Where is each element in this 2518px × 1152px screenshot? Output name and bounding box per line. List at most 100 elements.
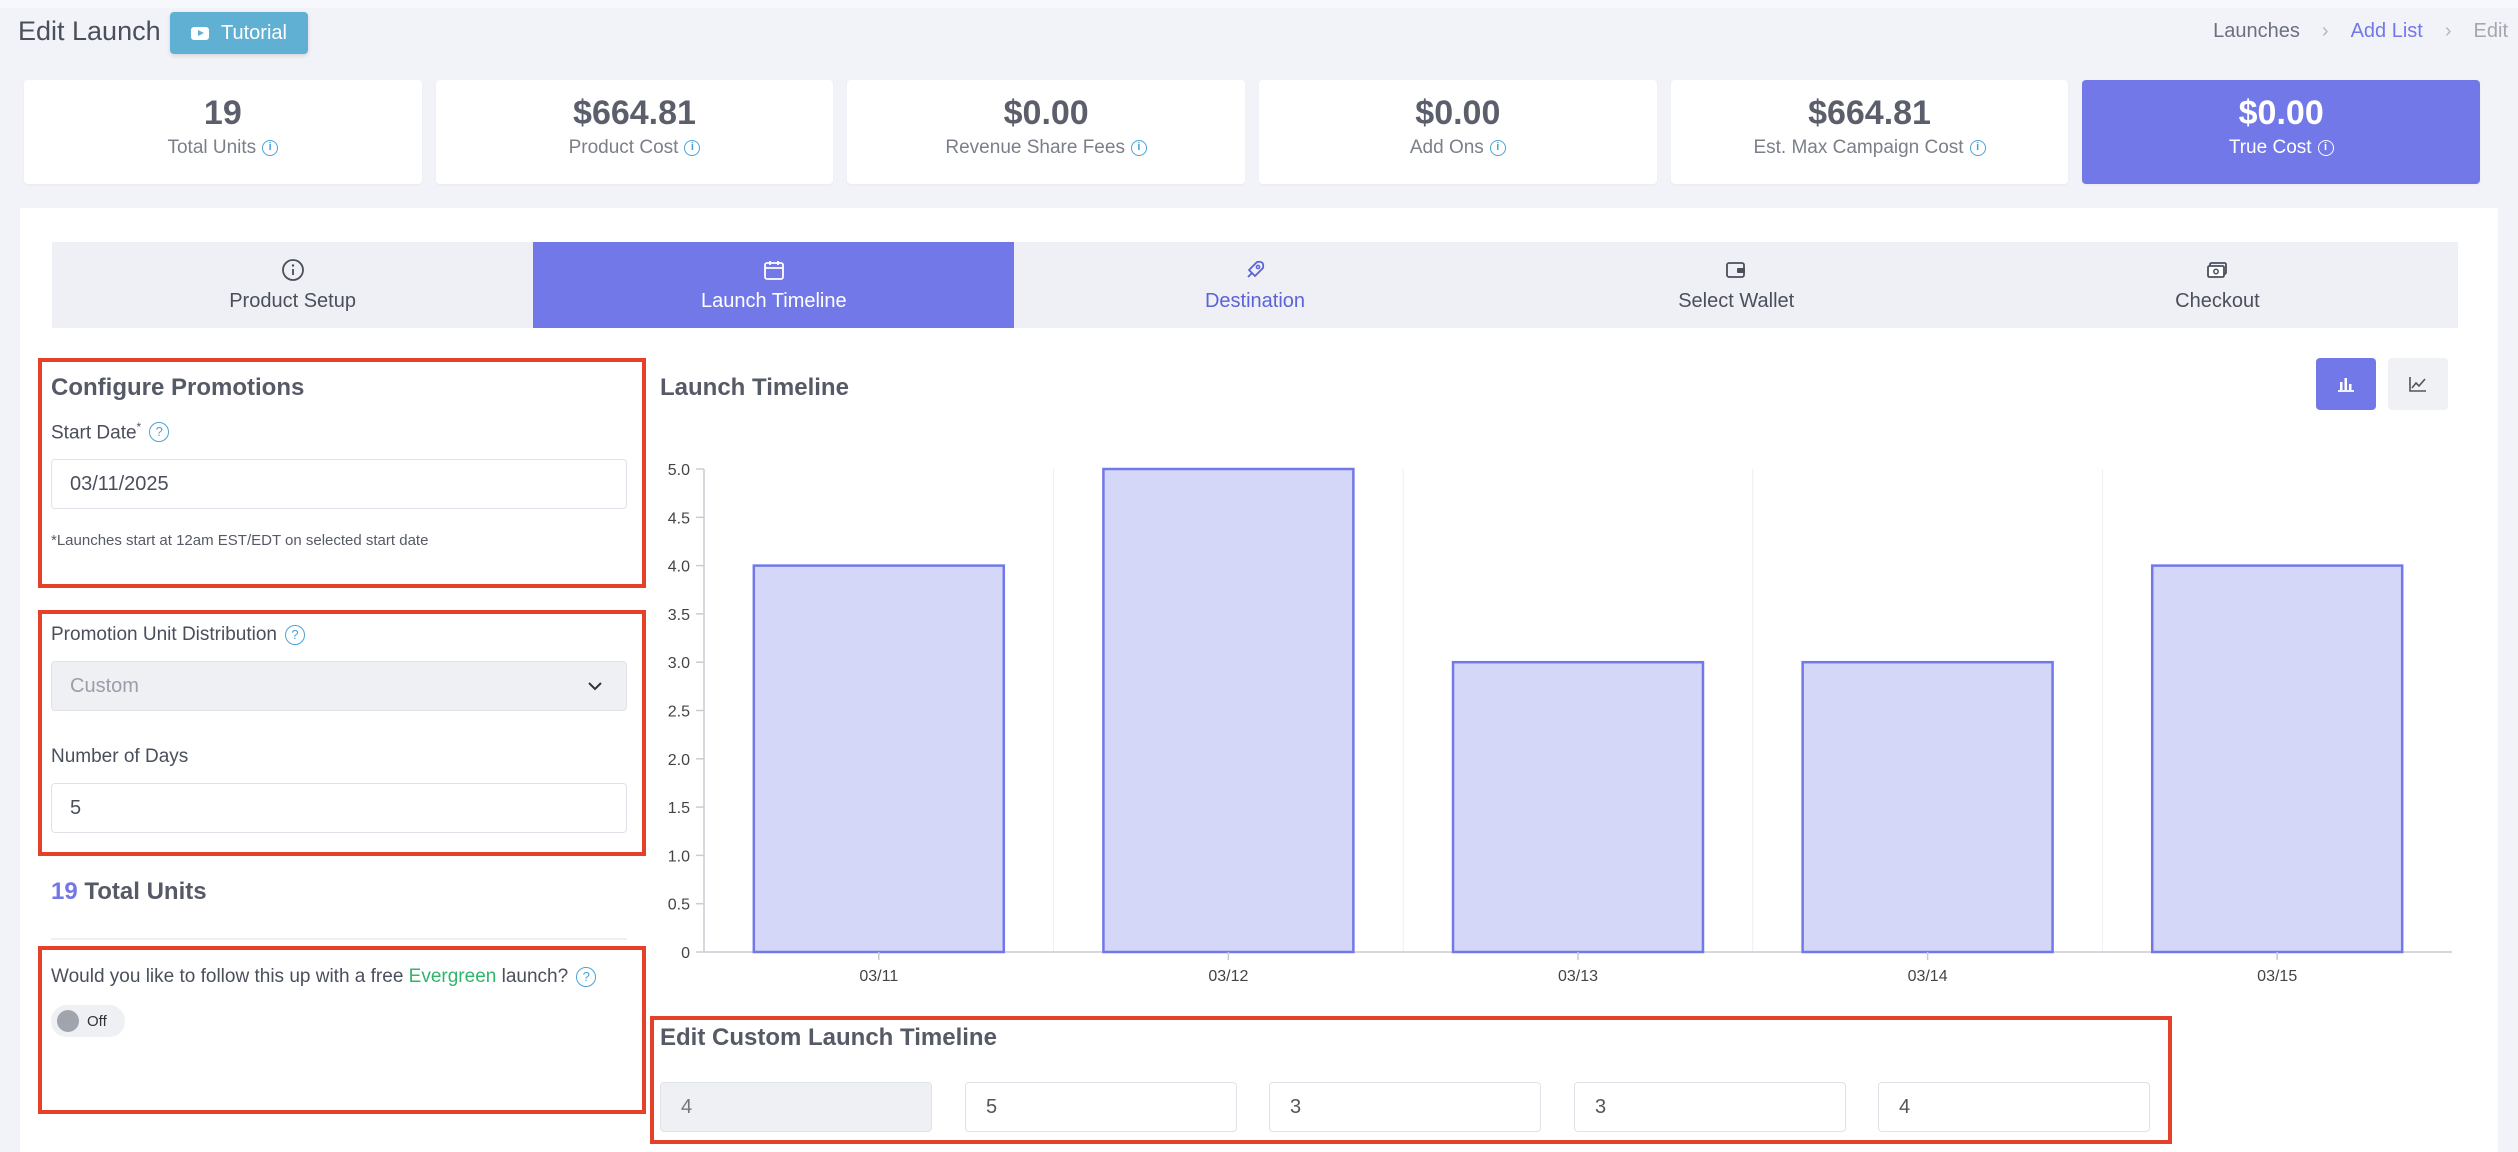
distribution-selected: Custom bbox=[70, 674, 139, 697]
edit-timeline-panel bbox=[650, 1016, 2172, 1144]
stat-label: Total Units bbox=[167, 137, 257, 158]
breadcrumb: Launches › Add List › Edit bbox=[2213, 20, 2508, 43]
y-tick-label: 4.0 bbox=[668, 559, 690, 576]
y-tick-label: 2.5 bbox=[668, 704, 690, 721]
stat-label: Revenue Share Fees bbox=[945, 137, 1125, 158]
wizard-steps: Product Setup Launch Timeline Destinatio… bbox=[52, 242, 2458, 328]
stat-add-ons: $0.00 Add Ons i bbox=[1259, 80, 1657, 184]
wallet-icon bbox=[1726, 261, 1746, 278]
x-tick-label: 03/12 bbox=[1208, 968, 1248, 985]
stat-label: True Cost bbox=[2228, 137, 2312, 158]
step-label: Select Wallet bbox=[1678, 289, 1795, 312]
timeline-input-day-4[interactable]: 3 bbox=[1574, 1082, 1846, 1132]
distribution-label: Promotion Unit Distribution ? bbox=[51, 624, 305, 646]
step-select-wallet[interactable]: Select Wallet bbox=[1496, 242, 1977, 328]
stat-est-max-campaign-cost: $664.81 Est. Max Campaign Cost i bbox=[1670, 80, 2069, 184]
edit-timeline-title: Edit Custom Launch Timeline bbox=[660, 1024, 997, 1051]
configure-promotions-title: Configure Promotions bbox=[51, 374, 305, 401]
info-icon[interactable]: i bbox=[1969, 140, 1986, 156]
start-date-input[interactable]: 03/11/2025 bbox=[51, 459, 627, 509]
tutorial-button[interactable]: Tutorial bbox=[170, 12, 308, 54]
stat-label: Add Ons bbox=[1409, 137, 1484, 158]
bar-03-14 bbox=[1801, 660, 2054, 954]
help-icon[interactable]: ? bbox=[149, 422, 170, 443]
info-icon[interactable]: i bbox=[684, 140, 701, 156]
info-icon[interactable]: i bbox=[2317, 140, 2334, 156]
bar-03-13 bbox=[1451, 660, 1705, 954]
top-strip bbox=[0, 0, 2518, 8]
info-icon bbox=[281, 258, 304, 281]
timeline-input-day-5[interactable]: 4 bbox=[1878, 1082, 2150, 1132]
stat-total-units: 19 Total Units i bbox=[24, 80, 422, 184]
calendar-icon bbox=[763, 260, 784, 280]
info-icon[interactable]: i bbox=[1130, 140, 1147, 156]
line-chart-button[interactable] bbox=[2388, 358, 2448, 410]
help-icon[interactable]: ? bbox=[576, 967, 597, 987]
step-product-setup[interactable]: Product Setup bbox=[52, 242, 533, 328]
step-label: Checkout bbox=[2175, 289, 2260, 312]
bar-chart-icon bbox=[2338, 378, 2354, 392]
youtube-icon bbox=[191, 26, 210, 40]
stats-row: 19 Total Units i $664.81 Product Cost i $0… bbox=[24, 80, 2481, 184]
x-tick-label: 03/13 bbox=[1558, 968, 1598, 985]
x-tick-label: 03/14 bbox=[1908, 968, 1948, 985]
days-input[interactable]: 5 bbox=[51, 783, 627, 833]
page-header: Edit Launch Tutorial Launches › Add List… bbox=[18, 10, 2508, 60]
distribution-select[interactable]: Custom bbox=[51, 661, 627, 711]
bar-chart-button[interactable] bbox=[2316, 358, 2376, 410]
configure-promotions-panel bbox=[38, 358, 646, 588]
stat-value: $0.00 bbox=[1003, 94, 1089, 132]
stat-value: 19 bbox=[203, 94, 242, 132]
total-units-count: 19 bbox=[51, 878, 78, 905]
money-icon bbox=[2207, 261, 2228, 278]
timeline-input-day-3[interactable]: 3 bbox=[1269, 1082, 1541, 1132]
y-tick-label: 4.5 bbox=[668, 510, 690, 527]
line-chart-icon bbox=[2409, 377, 2426, 392]
y-tick-label: 1.0 bbox=[668, 848, 690, 865]
rocket-icon bbox=[1247, 260, 1265, 278]
total-units-heading: 19 Total Units bbox=[51, 878, 207, 906]
info-icon[interactable]: i bbox=[262, 140, 279, 156]
step-destination[interactable]: Destination bbox=[1014, 242, 1495, 328]
stat-value: $664.81 bbox=[1808, 94, 1931, 132]
stat-value: $0.00 bbox=[2238, 94, 2324, 132]
stat-true-cost: $0.00 True Cost i bbox=[2082, 80, 2481, 184]
y-tick-label: 0 bbox=[681, 945, 690, 962]
start-date-note: *Launches start at 12am EST/EDT on selec… bbox=[51, 532, 429, 549]
page-title: Edit Launch bbox=[18, 16, 161, 46]
info-icon[interactable]: i bbox=[1489, 140, 1506, 156]
evergreen-question: Would you like to follow this up with a … bbox=[51, 966, 597, 988]
chevron-right-icon: › bbox=[2321, 20, 2329, 42]
x-tick-label: 03/15 bbox=[2257, 968, 2297, 985]
stat-label: Product Cost bbox=[568, 137, 679, 158]
divider bbox=[51, 938, 627, 940]
step-checkout[interactable]: Checkout bbox=[1977, 242, 2458, 328]
toggle-label: Off bbox=[87, 1012, 107, 1030]
y-tick-label: 5.0 bbox=[668, 462, 690, 479]
evergreen-panel bbox=[38, 946, 646, 1114]
stat-label: Est. Max Campaign Cost bbox=[1753, 137, 1964, 158]
launch-timeline-title: Launch Timeline bbox=[660, 374, 849, 401]
step-label: Launch Timeline bbox=[700, 289, 847, 312]
distribution-panel bbox=[38, 610, 646, 856]
evergreen-toggle[interactable]: Off bbox=[51, 1005, 125, 1037]
stat-value: $664.81 bbox=[573, 94, 696, 132]
days-label: Number of Days bbox=[51, 746, 189, 767]
step-launch-timeline[interactable]: Launch Timeline bbox=[533, 242, 1015, 328]
breadcrumb-add-list[interactable]: Add List bbox=[2350, 20, 2423, 42]
help-icon[interactable]: ? bbox=[284, 625, 305, 645]
chevron-right-icon: › bbox=[2444, 20, 2452, 42]
y-tick-label: 0.5 bbox=[668, 897, 690, 914]
tutorial-label: Tutorial bbox=[221, 21, 287, 44]
bar-03-12 bbox=[1102, 467, 1355, 954]
stat-value: $0.00 bbox=[1415, 94, 1501, 132]
timeline-input-day-1: 4 bbox=[660, 1082, 932, 1132]
y-tick-label: 1.5 bbox=[668, 800, 690, 817]
chevron-down-icon bbox=[588, 682, 602, 691]
y-tick-label: 2.0 bbox=[668, 752, 690, 769]
timeline-input-day-2[interactable]: 5 bbox=[965, 1082, 1237, 1132]
breadcrumb-launches[interactable]: Launches bbox=[2213, 20, 2300, 42]
toggle-knob bbox=[57, 1010, 79, 1032]
breadcrumb-edit: Edit bbox=[2473, 20, 2508, 42]
